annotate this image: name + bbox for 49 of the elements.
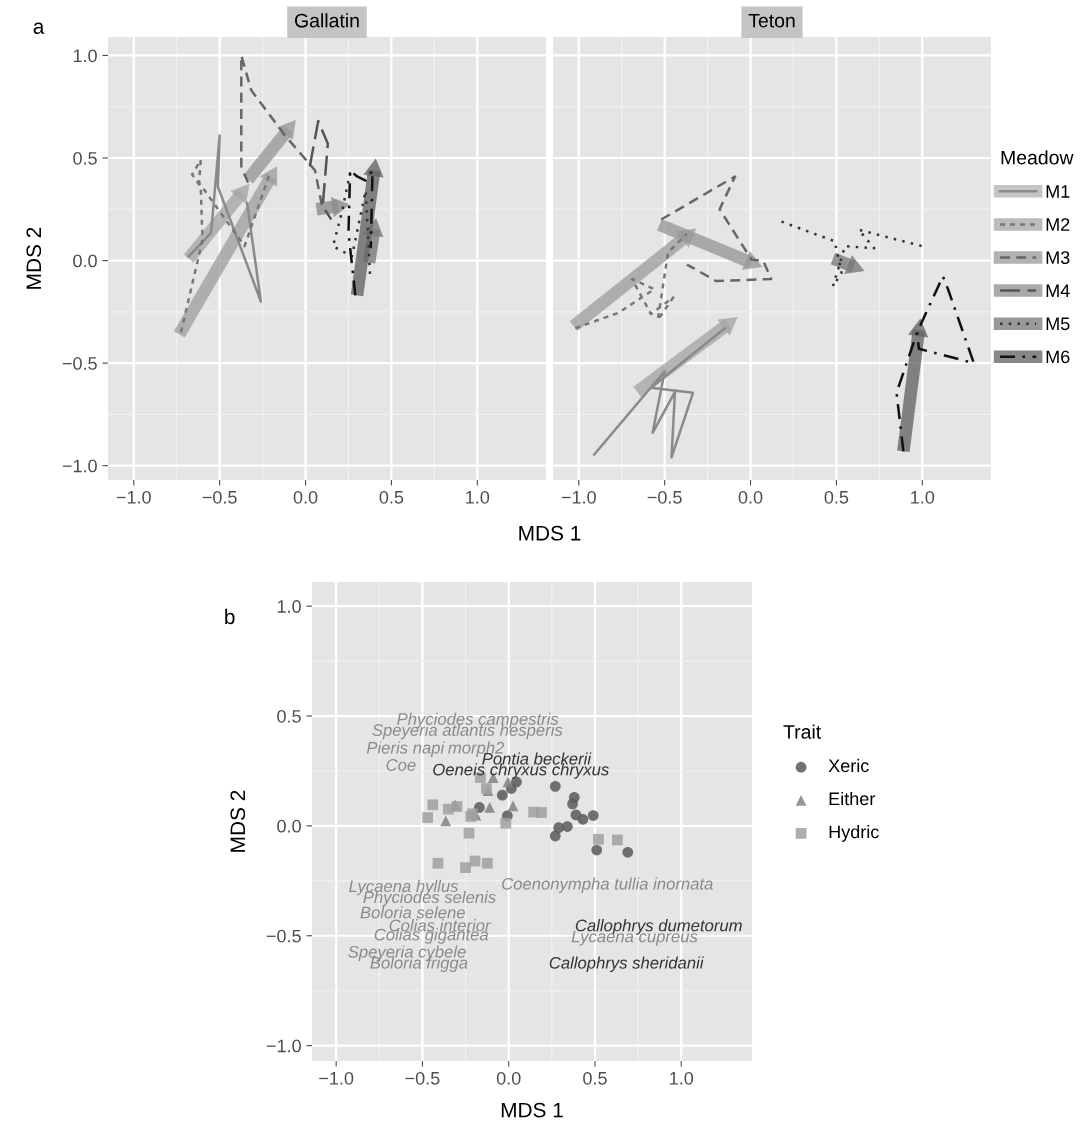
y-axis-title: MDS 2: [230, 790, 246, 852]
y-tick-label: −0.5: [62, 357, 97, 370]
y-tick-label: 0.5: [73, 151, 97, 165]
x-tick-label: 0.0: [496, 1071, 521, 1085]
x-tick-label: −0.5: [405, 1071, 440, 1085]
x-tick-label: −1.0: [319, 1071, 354, 1085]
legend-title: Meadow: [1001, 150, 1074, 165]
x-tick-label: −0.5: [647, 490, 682, 504]
x-tick-label: 0.0: [738, 490, 763, 504]
x-tick-label: −1.0: [561, 490, 596, 504]
x-tick-label: 0.5: [824, 490, 849, 504]
y-tick-label: 0.0: [73, 254, 97, 268]
y-tick-label: −0.5: [266, 929, 301, 943]
text: a: [33, 22, 45, 34]
x-tick-label: −0.5: [202, 490, 237, 504]
x-axis-title: MDS 1: [519, 525, 581, 541]
annotation: Coe: [386, 759, 416, 771]
x-axis-title: MDS 1: [501, 1102, 563, 1118]
annotation: Coenonympha tullia inornata: [502, 877, 713, 893]
legend-label: M5: [1046, 317, 1070, 331]
x-tick-label: 0.5: [379, 490, 404, 504]
y-tick-label: 1.0: [277, 600, 301, 613]
chart-title: Teton: [748, 13, 795, 28]
y-tick-label: 0.5: [277, 709, 301, 723]
y-tick-label: 0.0: [277, 819, 301, 833]
legend-title: Trait: [783, 724, 822, 739]
x-tick-label: 0.0: [293, 490, 318, 504]
x-tick-label: 1.0: [670, 1071, 694, 1085]
text: b: [225, 608, 235, 625]
y-tick-label: −1.0: [266, 1039, 301, 1053]
legend-label: Either: [829, 791, 876, 806]
annotation: Pieris napi: [366, 741, 445, 757]
x-tick-label: 0.5: [583, 1071, 607, 1085]
legend-label: M4: [1046, 284, 1070, 297]
legend-label: M3: [1046, 251, 1070, 264]
legend-label: Hydric: [829, 825, 879, 842]
legend-label: M6: [1046, 350, 1070, 364]
legend-label: M1: [1046, 185, 1070, 198]
x-tick-label: 1.0: [466, 490, 490, 504]
x-tick-label: 1.0: [911, 490, 935, 504]
y-axis-title: MDS 2: [26, 227, 42, 289]
chart-title: Gallatin: [295, 13, 359, 28]
annotation: Callophrys sheridanii: [549, 956, 704, 973]
y-tick-label: −1.0: [62, 459, 97, 473]
legend-label: Xeric: [828, 758, 869, 773]
y-tick-label: 1.0: [73, 49, 97, 63]
x-tick-label: −1.0: [116, 490, 151, 504]
annotation: Boloria selene: [360, 906, 465, 919]
legend-label: M2: [1046, 218, 1070, 231]
